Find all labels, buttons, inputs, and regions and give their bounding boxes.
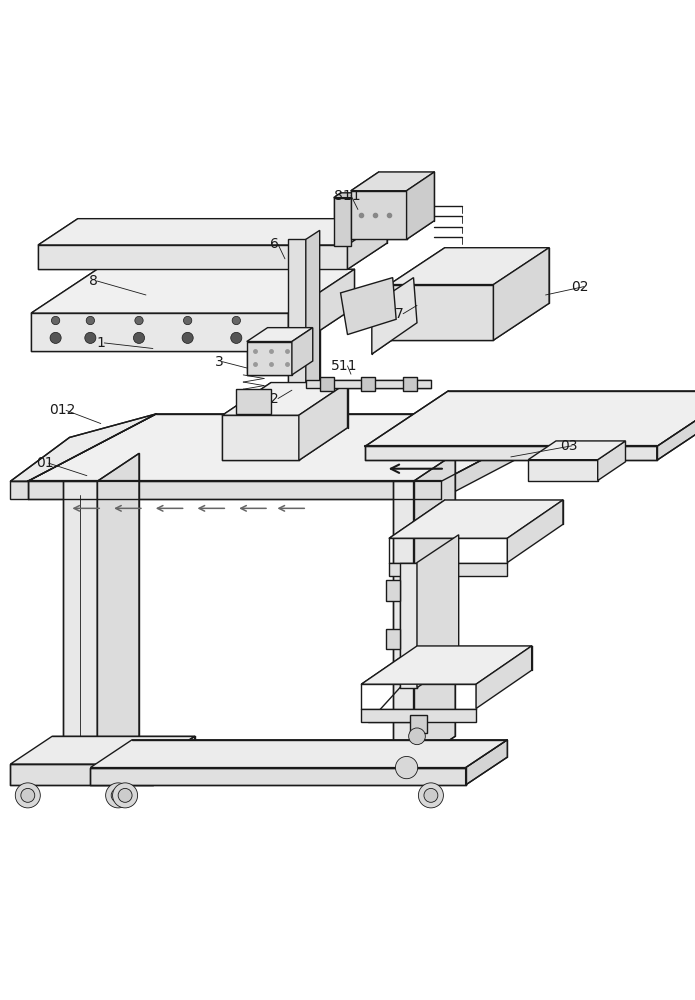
Text: 03: 03 <box>559 439 578 453</box>
Circle shape <box>15 783 40 808</box>
Polygon shape <box>598 441 626 481</box>
Polygon shape <box>400 563 417 688</box>
Circle shape <box>409 728 425 745</box>
Text: 1: 1 <box>97 336 105 350</box>
Polygon shape <box>90 740 507 768</box>
Circle shape <box>21 788 35 802</box>
Polygon shape <box>389 563 507 576</box>
Polygon shape <box>97 453 139 764</box>
Polygon shape <box>417 535 459 688</box>
Polygon shape <box>528 441 626 460</box>
Polygon shape <box>288 239 306 414</box>
Polygon shape <box>28 481 441 499</box>
Circle shape <box>418 783 443 808</box>
Polygon shape <box>466 740 507 785</box>
Circle shape <box>113 783 138 808</box>
Polygon shape <box>407 172 434 239</box>
Circle shape <box>395 756 418 779</box>
Polygon shape <box>10 481 28 499</box>
Polygon shape <box>38 219 387 245</box>
Polygon shape <box>28 414 570 481</box>
Circle shape <box>133 332 145 343</box>
Polygon shape <box>493 248 549 340</box>
Polygon shape <box>386 629 400 649</box>
Text: 012: 012 <box>49 403 76 417</box>
Circle shape <box>86 316 95 325</box>
Polygon shape <box>403 377 417 391</box>
Polygon shape <box>341 278 396 335</box>
Polygon shape <box>288 269 354 351</box>
Circle shape <box>182 332 193 343</box>
Polygon shape <box>351 191 407 239</box>
Circle shape <box>85 332 96 343</box>
Polygon shape <box>222 415 299 460</box>
Circle shape <box>111 788 125 802</box>
Polygon shape <box>236 389 271 414</box>
Circle shape <box>118 788 132 802</box>
Polygon shape <box>306 230 320 414</box>
Polygon shape <box>414 453 455 764</box>
Polygon shape <box>410 715 427 733</box>
Polygon shape <box>10 764 153 785</box>
Polygon shape <box>153 736 195 785</box>
Text: 3: 3 <box>215 355 223 369</box>
Polygon shape <box>361 708 476 722</box>
Text: 2: 2 <box>270 392 279 406</box>
Polygon shape <box>31 313 288 351</box>
Polygon shape <box>247 328 313 342</box>
Text: 02: 02 <box>571 280 589 294</box>
Text: 811: 811 <box>334 189 361 203</box>
Circle shape <box>183 316 192 325</box>
Polygon shape <box>389 285 493 340</box>
Polygon shape <box>386 580 400 601</box>
Polygon shape <box>31 269 354 313</box>
Polygon shape <box>528 460 598 481</box>
Polygon shape <box>348 219 387 269</box>
Polygon shape <box>361 646 532 684</box>
Text: 01: 01 <box>36 456 54 470</box>
Polygon shape <box>90 768 466 785</box>
Text: 6: 6 <box>270 237 279 251</box>
Polygon shape <box>393 481 414 764</box>
Circle shape <box>106 783 131 808</box>
Polygon shape <box>334 193 358 198</box>
Polygon shape <box>222 383 348 415</box>
Text: 8: 8 <box>90 274 98 288</box>
Polygon shape <box>292 328 313 375</box>
Polygon shape <box>441 414 570 499</box>
Polygon shape <box>657 391 695 460</box>
Polygon shape <box>10 736 195 764</box>
Polygon shape <box>299 383 348 460</box>
Polygon shape <box>365 446 657 460</box>
Polygon shape <box>38 245 348 269</box>
Circle shape <box>50 332 61 343</box>
Polygon shape <box>247 342 292 375</box>
Circle shape <box>424 788 438 802</box>
Polygon shape <box>389 500 563 538</box>
Circle shape <box>232 316 240 325</box>
Circle shape <box>135 316 143 325</box>
Text: 511: 511 <box>331 359 357 373</box>
Polygon shape <box>334 198 351 246</box>
Circle shape <box>231 332 242 343</box>
Circle shape <box>51 316 60 325</box>
Polygon shape <box>372 278 417 354</box>
Polygon shape <box>306 380 431 388</box>
Polygon shape <box>365 391 695 446</box>
Polygon shape <box>351 172 434 191</box>
Text: 7: 7 <box>395 307 404 321</box>
Polygon shape <box>320 377 334 391</box>
Polygon shape <box>10 414 156 481</box>
Polygon shape <box>507 500 563 563</box>
Polygon shape <box>476 646 532 708</box>
Polygon shape <box>361 377 375 391</box>
Polygon shape <box>63 481 97 764</box>
Polygon shape <box>389 248 549 285</box>
